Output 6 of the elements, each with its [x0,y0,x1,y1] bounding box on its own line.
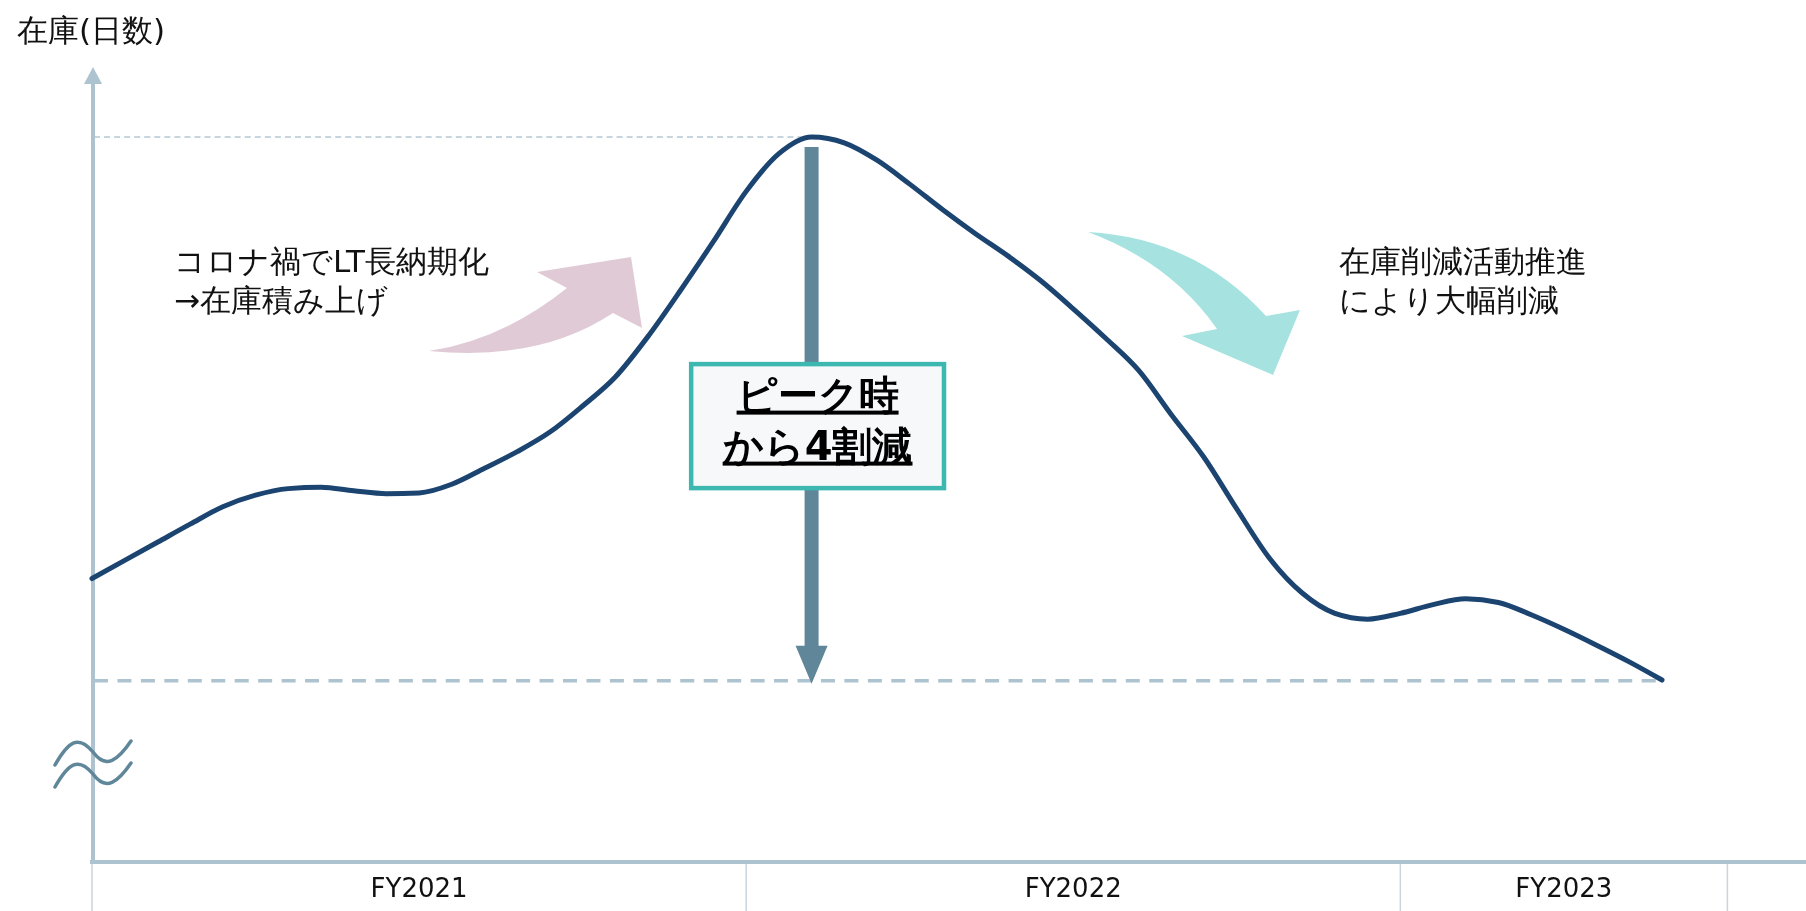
x-tick-label: FY2022 [1024,873,1122,903]
x-tick-label: FY2023 [1515,873,1613,903]
annotation: 在庫削減活動推進により大幅削減 [1339,243,1587,318]
x-tick-label: FY2021 [370,873,468,903]
annotation: コロナ禍でLT長納期化→在庫積み上げ [174,243,489,318]
y-axis-title: 在庫(日数) [17,12,166,48]
